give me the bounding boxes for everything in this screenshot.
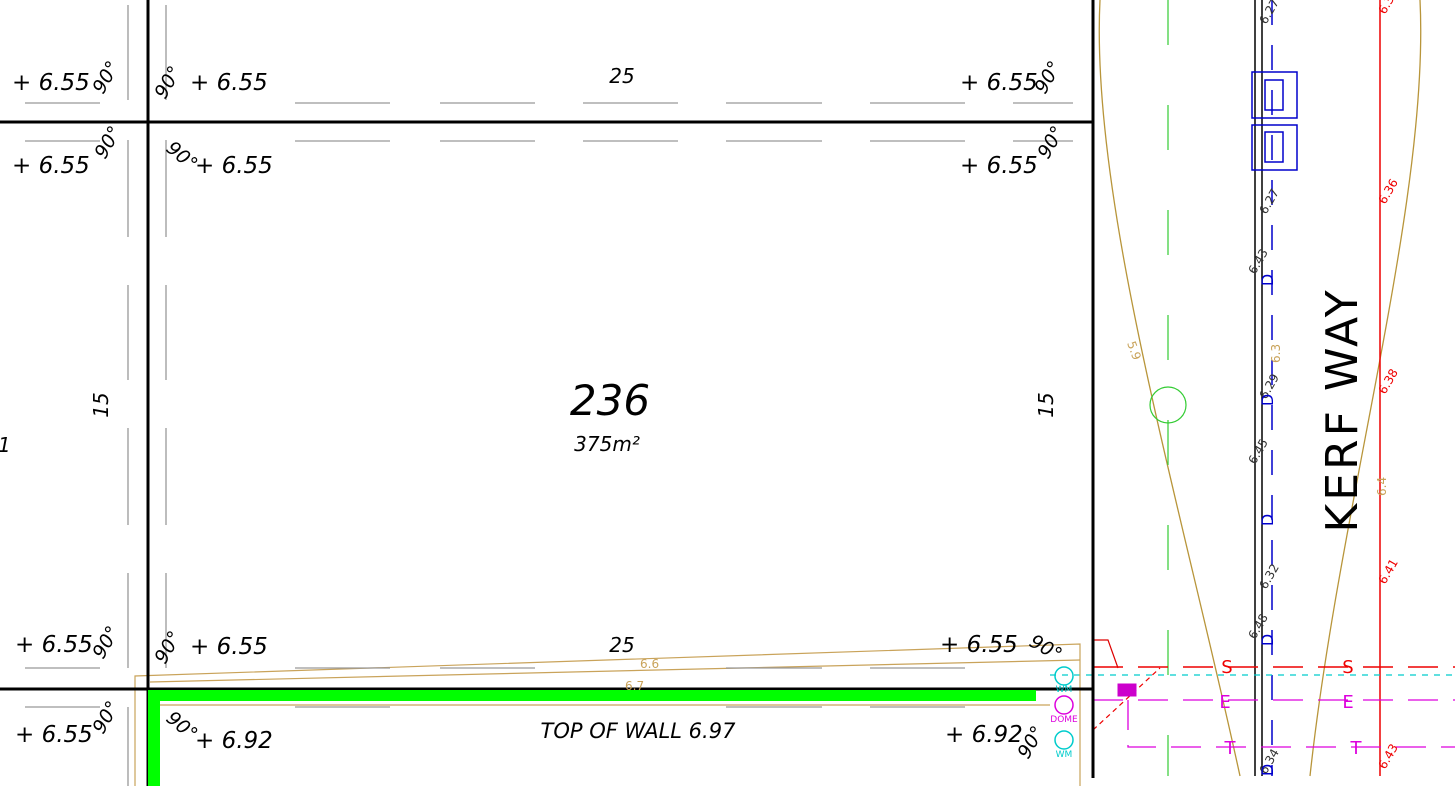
service-label: T <box>1350 738 1363 759</box>
dimension: 15 <box>89 392 113 417</box>
spot-level: + 6.55 <box>12 70 90 96</box>
service-label: D <box>1258 394 1277 406</box>
dimension: 25 <box>609 64 634 88</box>
fitting-label: WM <box>1056 685 1073 695</box>
spot-level: + 6.55 <box>960 153 1038 179</box>
site-plan: + 6.55 + 6.55 + 6.55 + 6.55 + 6.55 + 6.55 + 6.… <box>0 0 1455 786</box>
service-label: E <box>1342 692 1353 713</box>
service-label: D <box>1258 764 1277 776</box>
spot-level: + 6.92 <box>945 722 1023 748</box>
service-label: S <box>1342 657 1353 678</box>
spot-level: + 6.55 <box>190 70 268 96</box>
fitting-label: DOME <box>1050 715 1078 725</box>
lot-number: 236 <box>570 376 650 425</box>
spot-level: + 6.55 <box>15 632 93 658</box>
road-level: 6.27 <box>1256 186 1281 216</box>
angle-mark: 90° <box>150 627 186 667</box>
service-label: S <box>1221 657 1232 678</box>
contour-label: 6.6 <box>640 657 659 671</box>
service-label: E <box>1219 692 1230 713</box>
road-level: 6.32 <box>1256 561 1281 591</box>
labels: + 6.55 + 6.55 + 6.55 + 6.55 + 6.55 + 6.55 + 6.… <box>0 0 1401 776</box>
spot-level: + 6.92 <box>195 728 273 754</box>
angle-mark: 90° <box>88 622 124 662</box>
spot-level: + 6.55 <box>12 153 90 179</box>
dimension: 25 <box>609 633 634 657</box>
contour-label: 6.4 <box>1375 477 1389 496</box>
spot-level: + 6.55 <box>15 722 93 748</box>
dimension: 15 <box>1034 392 1058 417</box>
service-label: D <box>1258 514 1277 526</box>
lot-number: 1 <box>0 433 11 457</box>
spot-level: + 6.55 <box>960 70 1038 96</box>
spot-level: + 6.55 <box>190 634 268 660</box>
street-name: KERF WAY <box>1317 287 1368 532</box>
contour-label: 6.3 <box>1269 344 1283 363</box>
contours <box>135 644 1080 786</box>
angle-mark: 90° <box>88 57 124 97</box>
road-level: 6.27 <box>1256 0 1281 27</box>
fitting-label: WM <box>1056 750 1073 760</box>
contour-label: 6.7 <box>625 679 644 693</box>
lot-area: 375m² <box>574 432 640 456</box>
angle-mark: 90° <box>90 122 126 162</box>
angle-mark: 90° <box>88 697 124 737</box>
spot-level: + 6.55 <box>195 153 273 179</box>
angle-mark: 90° <box>150 62 186 102</box>
wall-label: TOP OF WALL 6.97 <box>541 719 737 743</box>
road-linework <box>1050 0 1455 776</box>
angle-mark: 90° <box>1033 122 1069 162</box>
service-label: D <box>1258 274 1277 286</box>
contour-label: 5.9 <box>1124 339 1144 362</box>
road-level: 6.43 <box>1245 246 1270 276</box>
service-label: D <box>1258 634 1277 646</box>
road-level: 6.45 <box>1245 436 1270 466</box>
service-label: T <box>1224 738 1237 759</box>
spot-level: + 6.55 <box>940 632 1018 658</box>
